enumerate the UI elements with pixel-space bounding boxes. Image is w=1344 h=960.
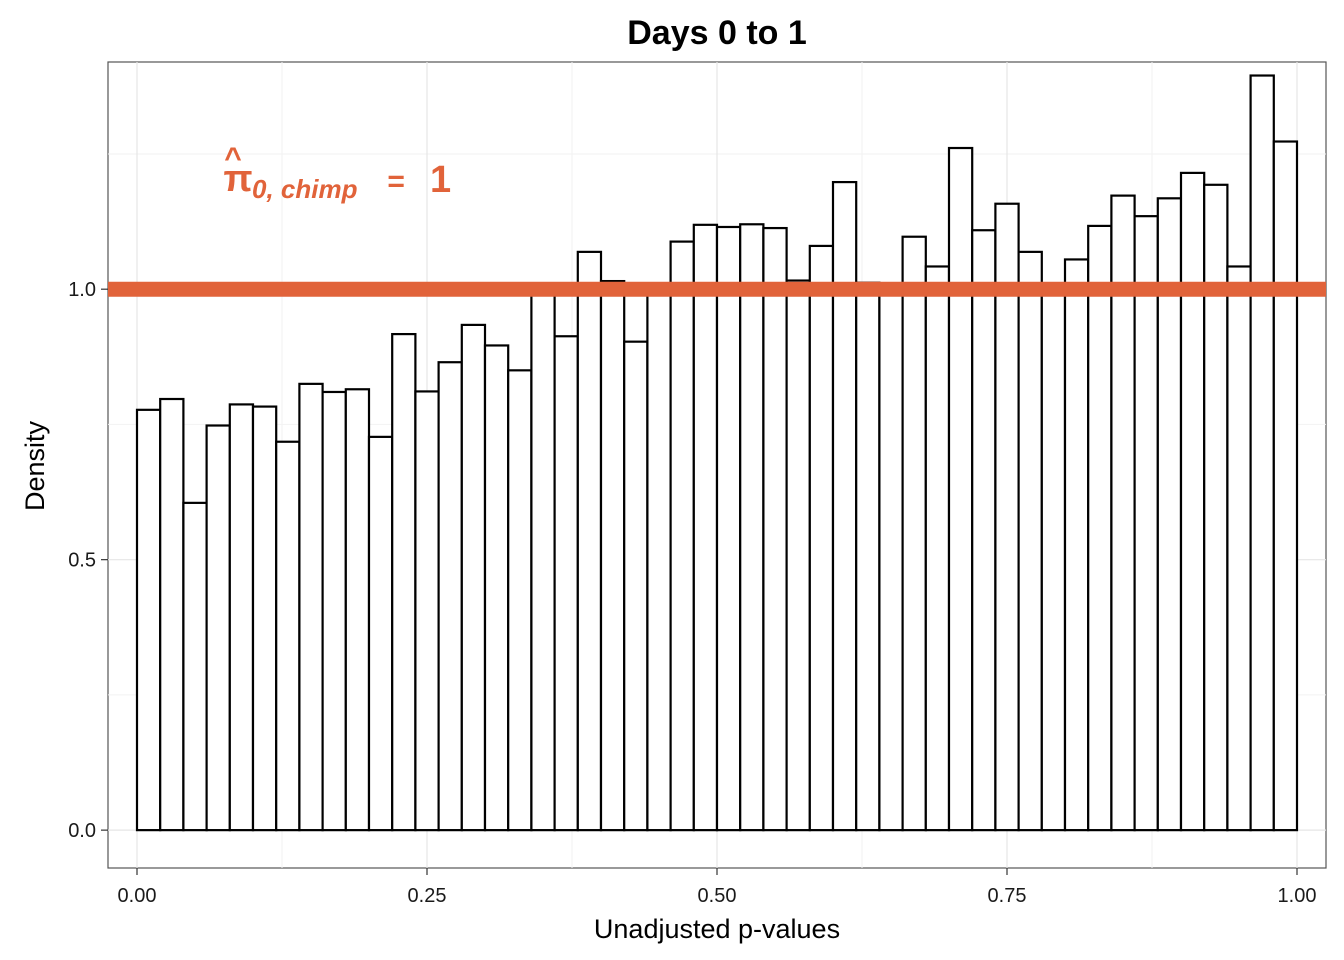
annotation-value: 1: [430, 159, 451, 201]
x-tick-label: 1.00: [1278, 885, 1317, 907]
histogram-bar: [483, 344, 510, 832]
histogram-bar: [1179, 171, 1206, 832]
histogram-bar: [855, 281, 881, 832]
histogram-bar: [460, 323, 487, 832]
x-tick-label: 0.75: [988, 885, 1027, 907]
histogram-bar: [878, 290, 904, 832]
histogram-bar: [669, 240, 695, 832]
histogram-bar: [1017, 250, 1043, 832]
histogram-bar: [762, 226, 788, 832]
y-tick-label: 0.5: [68, 550, 96, 572]
histogram-bar: [947, 146, 974, 832]
axes: 0.00 0.25 0.50 0.75 1.00 0.0 0.5 1.0: [68, 279, 1316, 907]
histogram-bar: [1226, 265, 1252, 832]
y-tick-label: 1.0: [68, 279, 96, 301]
histogram-bar: [553, 335, 579, 832]
histogram-bar: [901, 235, 927, 832]
histogram-bar: [808, 244, 835, 832]
histogram-bars: [135, 74, 1299, 832]
histogram-bar: [971, 229, 997, 832]
annotation-equals: =: [379, 165, 413, 198]
y-axis-title: Density: [20, 420, 50, 511]
histogram-bar: [205, 424, 231, 832]
histogram-bar: [576, 250, 603, 832]
histogram-bar: [507, 369, 533, 832]
histogram-bar: [414, 390, 440, 832]
annotation-subscript: 0, chimp: [252, 174, 358, 204]
histogram-bar: [831, 180, 858, 832]
histogram-bar: [1087, 224, 1113, 832]
histogram-bar: [623, 340, 649, 832]
histogram-bar: [182, 501, 208, 832]
histogram-bar: [646, 290, 672, 832]
histogram-bar: [739, 223, 765, 832]
histogram-bar: [251, 405, 278, 832]
histogram-bar: [599, 279, 626, 832]
histogram-bar: [275, 440, 301, 832]
histogram-bar: [1203, 183, 1229, 832]
histogram-bar: [321, 390, 347, 832]
histogram-bar: [994, 202, 1020, 832]
y-tick-label: 0.0: [68, 820, 96, 842]
histogram-bar: [367, 435, 394, 832]
x-axis-title: Unadjusted p-values: [594, 914, 840, 944]
histogram-bar: [785, 279, 811, 832]
histogram-bar: [391, 332, 417, 832]
histogram-bar: [1272, 140, 1299, 832]
histogram-bar: [1249, 74, 1275, 832]
histogram-bar: [228, 403, 255, 832]
histogram-bar: [1040, 290, 1067, 832]
histogram-bar: [715, 225, 742, 832]
histogram-bar: [530, 290, 556, 832]
histogram-bar: [344, 388, 371, 832]
annotation-hat: ^: [224, 142, 242, 175]
histogram-bar: [1063, 258, 1090, 832]
histogram-bar: [298, 382, 324, 832]
chart-title: Days 0 to 1: [627, 14, 807, 52]
x-tick-label: 0.00: [118, 885, 157, 907]
histogram-bar: [135, 408, 162, 832]
x-tick-label: 0.25: [408, 885, 447, 907]
histogram-bar: [692, 223, 719, 832]
x-tick-label: 0.50: [698, 885, 737, 907]
pi0-annotation: ^ π 0, chimp = 1: [223, 142, 451, 204]
histogram-bar: [437, 361, 463, 832]
annotation-symbol: π: [223, 158, 252, 200]
histogram-bar: [159, 397, 185, 832]
histogram-bar: [924, 265, 951, 832]
histogram-bar: [1133, 215, 1159, 832]
